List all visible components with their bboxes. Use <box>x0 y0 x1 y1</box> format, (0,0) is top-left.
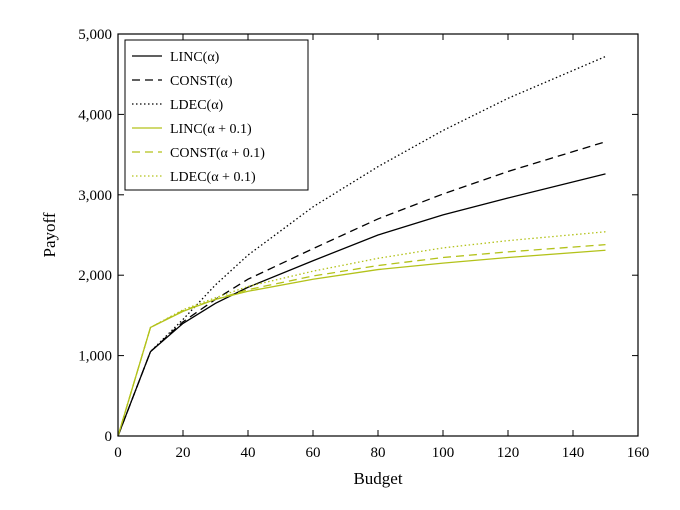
y-tick-label: 1,000 <box>78 349 112 365</box>
y-axis-label: Payoff <box>40 212 59 257</box>
x-tick-label: 120 <box>497 445 520 461</box>
x-tick-label: 100 <box>432 445 455 461</box>
legend-label: LDEC(α + 0.1) <box>170 170 256 185</box>
series-line-const <box>117 141 606 437</box>
y-tick-label: 4,000 <box>78 107 112 123</box>
y-tick-label: 3,000 <box>78 188 112 204</box>
series-line-const-0-1 <box>117 243 606 437</box>
y-tick-label: 5,000 <box>78 27 112 43</box>
x-tick-label: 60 <box>306 445 321 461</box>
y-tick-label: 2,000 <box>78 268 112 284</box>
series-line-linc <box>117 173 606 437</box>
series-line-ldec <box>117 55 606 437</box>
x-tick-label: 0 <box>114 445 122 461</box>
legend-label: CONST(α + 0.1) <box>170 146 265 161</box>
legend-label: CONST(α) <box>170 74 233 89</box>
y-tick-label: 0 <box>105 429 113 445</box>
plot-frame <box>117 33 639 437</box>
series-line-ldec-0-1 <box>117 231 606 437</box>
x-axis-label: Budget <box>353 469 402 488</box>
x-tick-label: 20 <box>176 445 191 461</box>
legend-label: LDEC(α) <box>170 98 224 113</box>
legend: LINC(α) CONST(α) LDEC(α) LINC(α + 0.1) CONST… <box>124 39 309 191</box>
x-tick-label: 140 <box>562 445 585 461</box>
legend-label: LINC(α + 0.1) <box>170 122 252 137</box>
x-tick-label: 80 <box>371 445 386 461</box>
x-tick-label: 160 <box>627 445 650 461</box>
legend-label: LINC(α) <box>170 50 220 65</box>
x-tick-label: 40 <box>241 445 256 461</box>
series-line-linc-0-1 <box>117 249 606 437</box>
